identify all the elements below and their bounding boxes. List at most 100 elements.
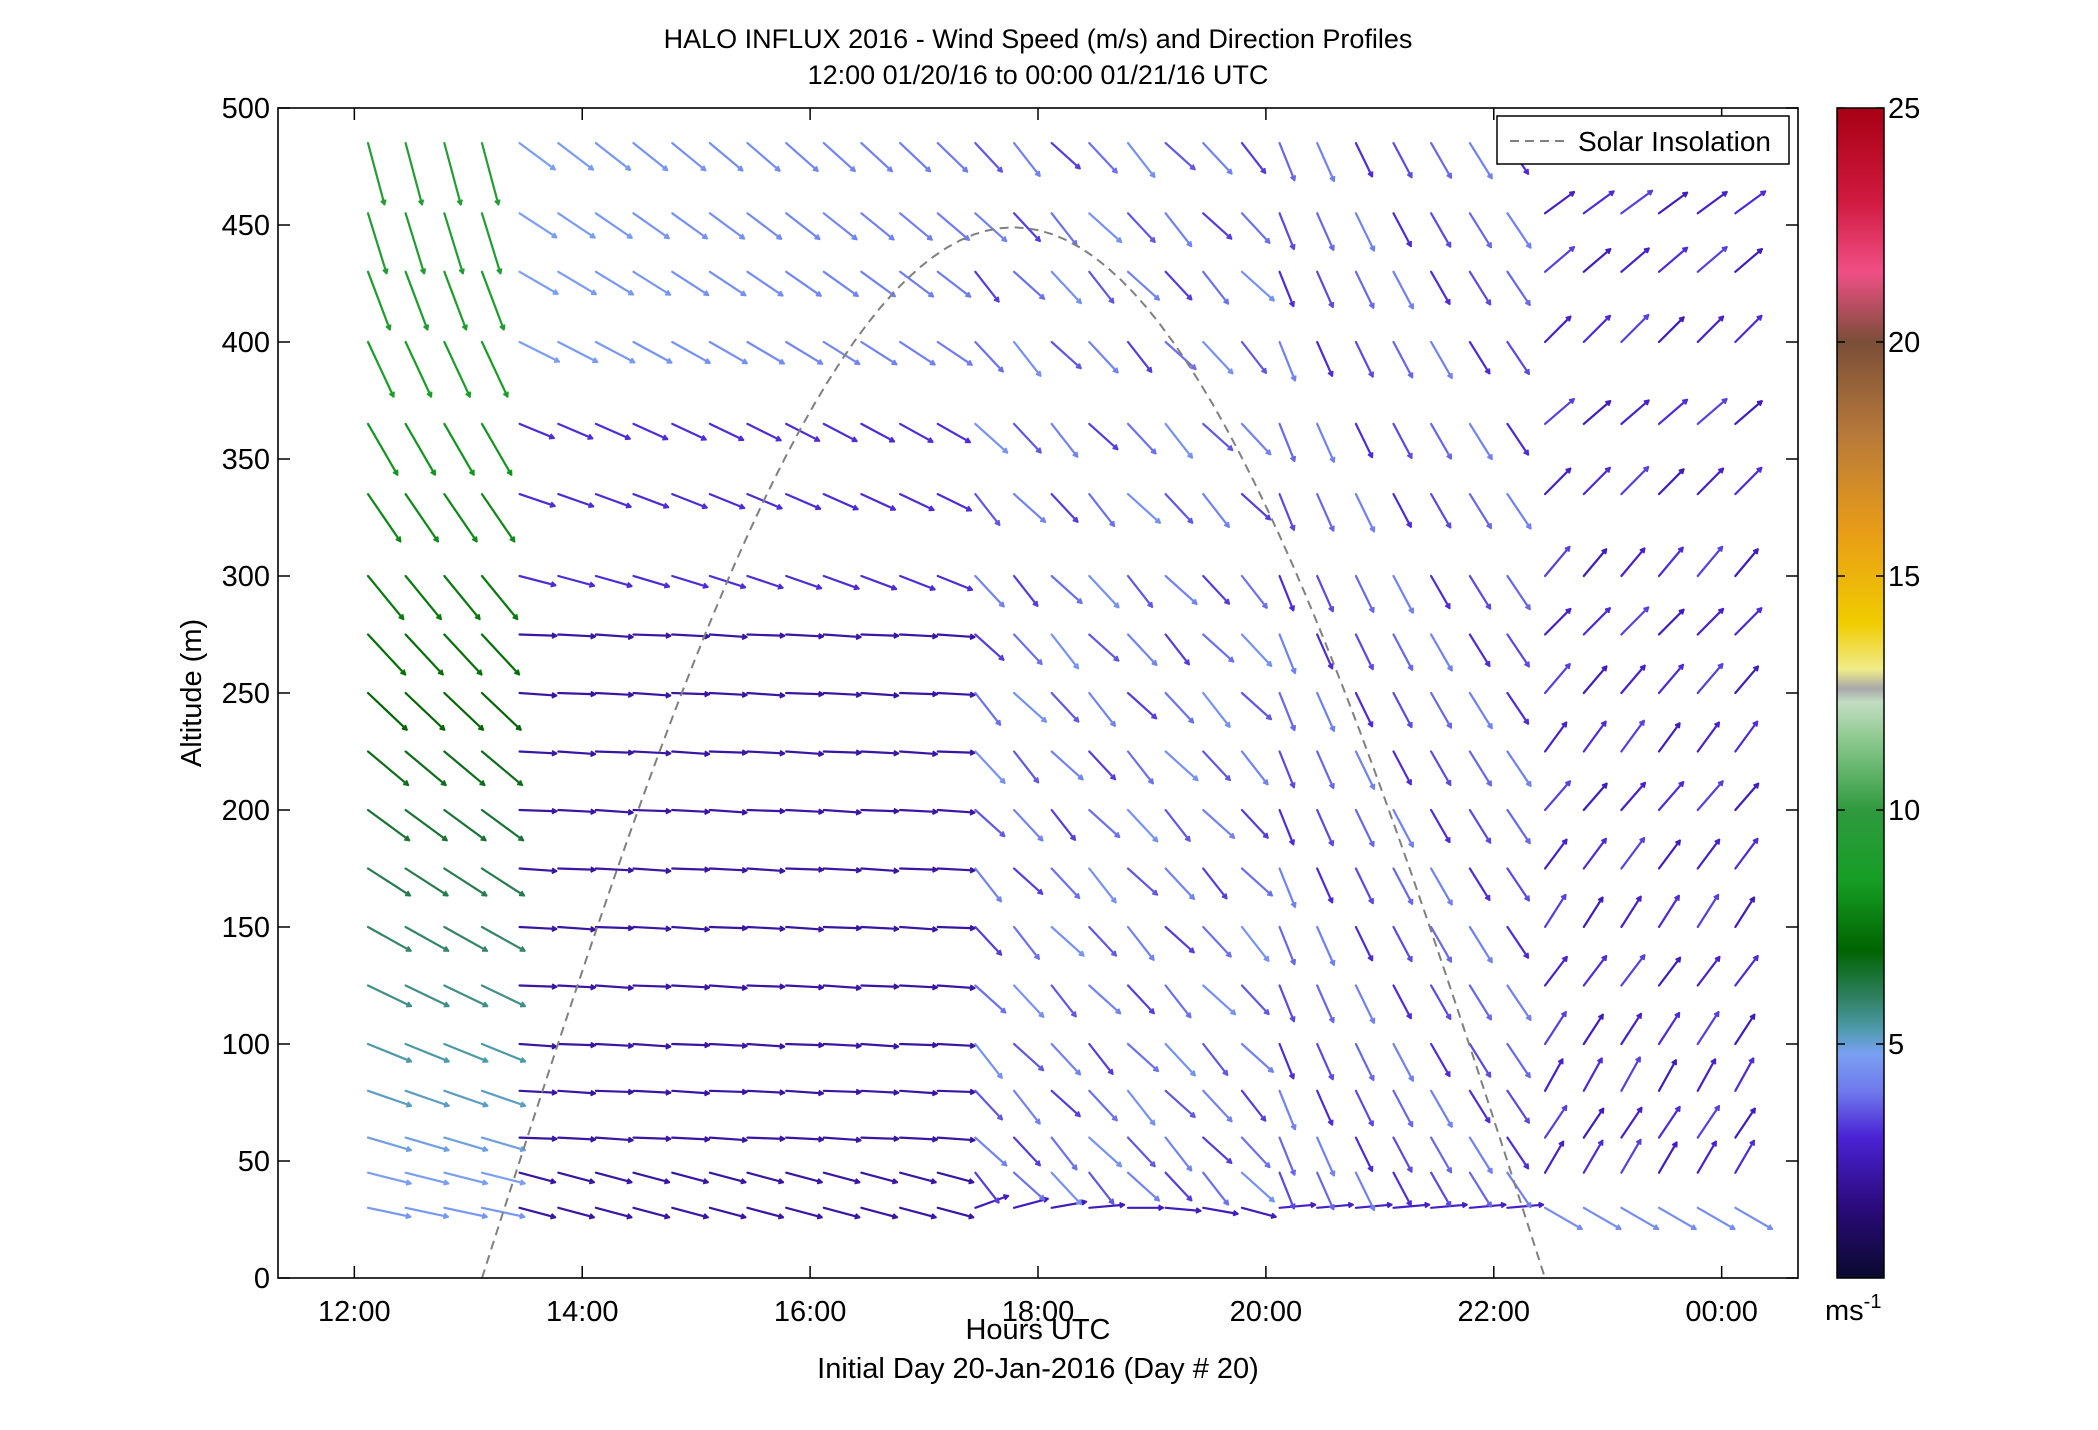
wind-vector xyxy=(518,212,558,239)
wind-vector xyxy=(822,142,856,173)
wind-vector xyxy=(404,1171,450,1186)
wind-vector xyxy=(974,1194,1010,1209)
wind-vector xyxy=(1354,1171,1376,1212)
wind-vector xyxy=(899,750,938,758)
wind-vector xyxy=(822,924,862,932)
wind-vector xyxy=(974,808,1006,838)
wind-vector xyxy=(899,866,939,873)
wind-vector xyxy=(671,574,709,589)
wind-vector xyxy=(1430,422,1453,460)
wind-vector xyxy=(1126,750,1154,785)
wind-vector xyxy=(480,633,521,676)
wind-vector xyxy=(1126,808,1159,843)
wind-vector xyxy=(1278,212,1296,251)
wind-vector xyxy=(1278,867,1297,909)
y-tick-label: 500 xyxy=(222,93,270,125)
wind-vector xyxy=(594,808,634,816)
wind-vector xyxy=(1202,750,1231,782)
wind-vector xyxy=(822,866,862,874)
wind-vector xyxy=(1240,1136,1271,1169)
wind-vector xyxy=(899,632,939,640)
wind-vector xyxy=(860,422,896,443)
wind-vector xyxy=(1392,1136,1413,1173)
wind-vector xyxy=(1354,1136,1374,1172)
wind-vector xyxy=(443,1136,489,1153)
wind-vector xyxy=(822,749,862,756)
wind-vector xyxy=(1620,247,1650,273)
wind-vector xyxy=(936,808,976,816)
wind-vector xyxy=(1657,894,1680,929)
wind-vector xyxy=(1657,468,1685,496)
wind-vector xyxy=(1506,808,1531,845)
wind-vector xyxy=(1657,722,1681,753)
wind-vector xyxy=(366,1089,413,1108)
wind-vector xyxy=(557,1136,597,1143)
wind-vector xyxy=(1354,340,1374,378)
wind-vector xyxy=(785,1206,823,1220)
wind-vector xyxy=(1392,691,1413,729)
wind-vector xyxy=(1468,867,1491,902)
wind-vector xyxy=(1012,142,1041,178)
wind-vector xyxy=(1278,750,1296,789)
wind-vector xyxy=(708,866,748,874)
wind-vector xyxy=(1316,984,1335,1024)
wind-vector xyxy=(1012,574,1039,607)
wind-vector xyxy=(1734,607,1763,636)
x-tick-label: 22:00 xyxy=(1457,1296,1530,1328)
wind-vector xyxy=(557,142,595,171)
y-tick-label: 350 xyxy=(222,444,270,476)
wind-vector xyxy=(1316,493,1335,532)
wind-vector xyxy=(557,925,597,933)
y-tick-label: 400 xyxy=(222,327,270,359)
wind-vector xyxy=(1543,315,1572,344)
wind-vector xyxy=(1012,270,1046,300)
wind-vector xyxy=(899,422,934,443)
wind-vector xyxy=(785,632,825,640)
wind-vector xyxy=(1050,493,1079,523)
wind-vector xyxy=(632,691,672,699)
wind-vector xyxy=(1734,665,1760,695)
wind-vector xyxy=(974,867,1003,903)
wind-vector xyxy=(1164,340,1197,371)
wind-vector xyxy=(1734,1107,1756,1139)
wind-vector xyxy=(1126,1204,1165,1212)
wind-vector xyxy=(1240,212,1271,244)
x-axis-ticks: 12:00 14:00 16:00 18:00 20:00 22:00 00:00 xyxy=(318,108,1758,1328)
wind-vector xyxy=(1126,1089,1156,1126)
wind-vector xyxy=(822,1171,861,1185)
wind-vector xyxy=(899,1041,939,1049)
wind-vector xyxy=(1657,1011,1681,1046)
wind-vector xyxy=(936,633,976,641)
wind-vector xyxy=(1050,422,1079,458)
wind-vector xyxy=(1240,1089,1267,1122)
wind-vector xyxy=(1164,984,1192,1019)
wind-vector xyxy=(1582,665,1608,695)
wind-vector xyxy=(1620,719,1645,753)
wind-vector xyxy=(480,1171,526,1186)
wind-vector xyxy=(1657,608,1685,636)
wind-vector xyxy=(1088,493,1116,528)
wind-vector xyxy=(1392,422,1413,460)
wind-vector xyxy=(518,691,558,699)
wind-vector xyxy=(708,808,748,816)
wind-vector xyxy=(1620,547,1646,578)
wind-vector xyxy=(746,212,783,240)
wind-vector xyxy=(1620,1206,1660,1231)
wind-vector xyxy=(1430,1042,1451,1078)
wind-vector xyxy=(366,1171,412,1186)
x-tick-label: 16:00 xyxy=(774,1296,847,1328)
wind-vector xyxy=(1657,956,1682,987)
wind-vector xyxy=(1657,1105,1681,1139)
wind-vector xyxy=(632,983,672,990)
colorbar-ticks: 5 10 15 20 25 xyxy=(1837,93,1920,1061)
wind-vector xyxy=(1582,1206,1622,1231)
wind-vector xyxy=(1316,1201,1354,1209)
wind-vector xyxy=(1734,720,1759,753)
wind-vector xyxy=(1202,691,1231,728)
wind-vector xyxy=(1316,574,1335,613)
wind-vector xyxy=(974,750,1006,784)
wind-vector xyxy=(1620,664,1646,695)
wind-vector xyxy=(936,142,969,173)
wind-vector xyxy=(1696,955,1721,987)
wind-vector xyxy=(443,633,483,676)
